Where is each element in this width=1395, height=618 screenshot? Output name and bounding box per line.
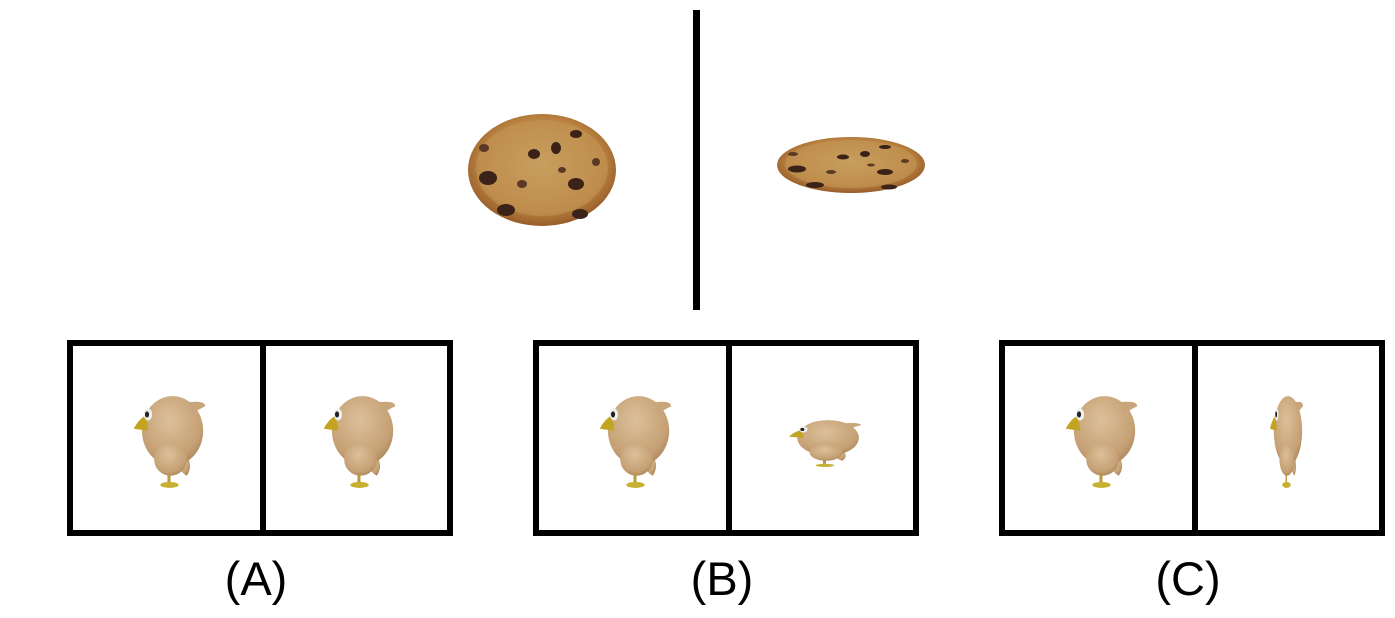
option-c-label: (C) xyxy=(1155,552,1221,605)
reference-divider xyxy=(693,10,700,310)
option-c-panel[interactable] xyxy=(999,340,1385,536)
option-c-divider xyxy=(1192,346,1198,530)
option-a-panel[interactable] xyxy=(67,340,453,536)
cookie-squashed-image xyxy=(777,137,925,193)
bird-side-view-image xyxy=(599,396,672,488)
bird-side-view-image xyxy=(323,396,396,488)
option-a-divider xyxy=(260,346,266,530)
option-a-label: (A) xyxy=(224,552,288,605)
bird-side-view-image xyxy=(133,396,206,488)
bird-side-view-image xyxy=(1065,396,1138,488)
option-b-panel[interactable] xyxy=(533,340,919,536)
bird-squashed-vertically-image xyxy=(789,420,861,467)
cookie-front-image xyxy=(468,114,616,226)
option-b-divider xyxy=(726,346,732,530)
option-b-label: (B) xyxy=(690,552,754,605)
bird-squashed-horizontally-image xyxy=(1270,396,1304,488)
